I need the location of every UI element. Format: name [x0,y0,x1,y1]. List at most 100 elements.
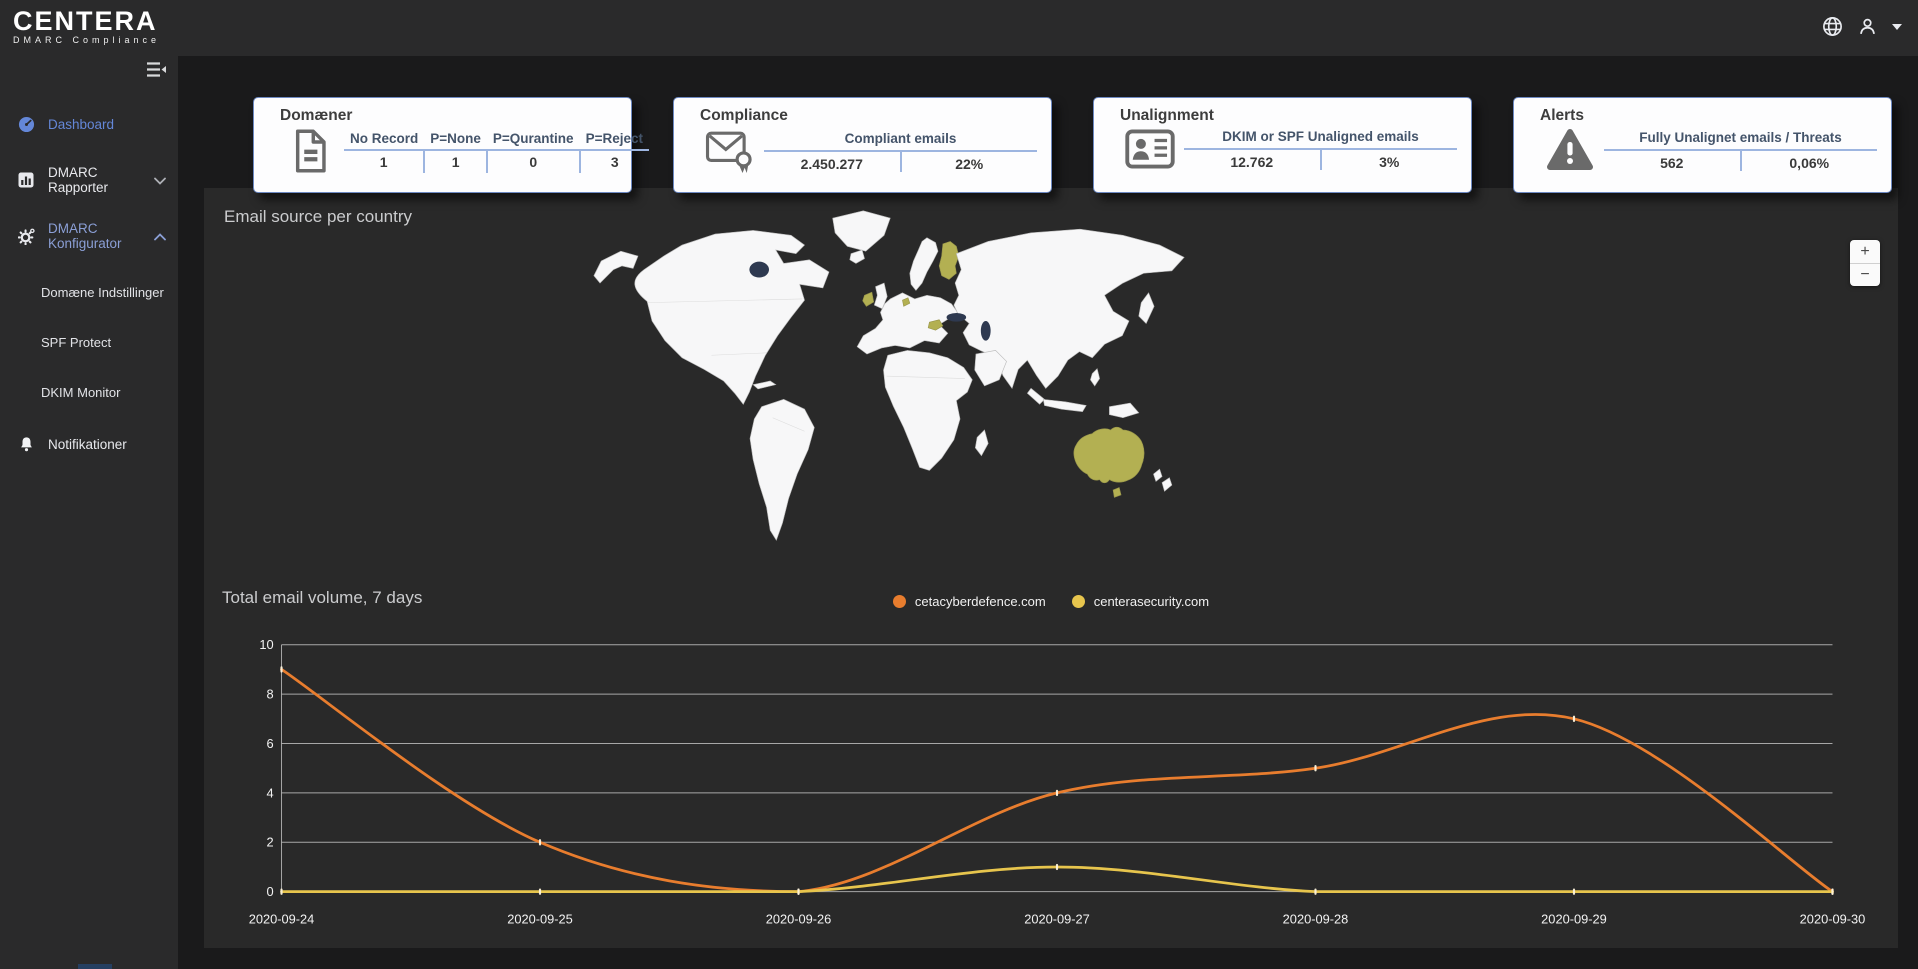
column-header: No Record [344,129,425,151]
sidebar-item-label: Domæne Indstillinger [41,284,164,300]
caspian-sea [980,321,991,341]
chart-title: Total email volume, 7 days [222,588,423,607]
sidebar-item-label: DMARC Rapporter [48,165,109,195]
svg-text:2020-09-30: 2020-09-30 [1800,911,1866,926]
zoom-out-button[interactable]: − [1850,263,1880,286]
legend-label: cetacyberdefence.com [914,594,1046,609]
svg-text:10: 10 [259,637,273,652]
svg-text:6: 6 [266,736,273,751]
user-icon[interactable] [1858,17,1877,36]
document-icon [284,128,336,174]
sidebar-item-domaene-indstillinger[interactable]: Domæne Indstillinger [0,280,178,304]
column-header: P=None [424,129,487,151]
country-indonesia [1042,399,1087,412]
kpi-cards-row: Domæner No Record P=None P=Qurantine P=R… [253,97,1892,193]
map-title: Email source per country [224,207,413,226]
account-menu-caret-icon[interactable] [1892,23,1902,30]
alerts-card: Alerts Fully Unalignet emails / Threats … [1513,97,1892,193]
world-map[interactable] [589,196,1189,566]
topbar-actions [1822,16,1902,37]
country-scandinavia [909,237,939,291]
country-madagascar [975,429,989,457]
svg-text:4: 4 [266,785,273,800]
svg-text:2: 2 [266,835,273,850]
metric-value: 22% [899,151,1038,172]
collapse-sidebar-icon[interactable] [146,61,167,83]
country-australia [1073,426,1145,484]
scrollbar-fragment [78,964,112,969]
country-new-zealand-south [1161,477,1173,492]
country-hungary [927,319,944,331]
country-sumatra [1026,387,1045,405]
sidebar-item-label: DMARC Konfigurator [48,221,122,251]
card-title: Unalignment [1120,107,1214,124]
bell-icon [17,436,35,453]
legend-item[interactable]: centerasecurity.com [1071,594,1210,609]
border-line [711,352,767,356]
unalignment-card: Unalignment DKIM or SPF Unaligned emails… [1093,97,1472,193]
country-cuba [752,380,777,390]
domains-card: Domæner No Record P=None P=Qurantine P=R… [253,97,649,193]
border-line [886,375,965,379]
warning-icon [1544,128,1596,172]
metric-value: 0,06% [1739,150,1878,171]
metric-value: 3% [1319,149,1458,170]
legend-dot-yellow [1071,595,1085,608]
topbar [0,0,1918,56]
country-philippines [1090,368,1100,387]
line-chart-canvas: 0 2 4 6 8 10 2020-09-24 2020-09-25 2020-09-26 202… [249,637,1866,926]
svg-text:2020-09-25: 2020-09-25 [507,911,573,926]
legend-item[interactable]: cetacyberdefence.com [892,594,1046,609]
brand-tagline: DMARC Compliance [13,35,161,45]
country-finland [938,241,960,280]
country-asia [953,228,1185,390]
border-line [647,298,803,303]
sidebar-item-dmarc-konfigurator[interactable]: DMARC Konfigurator [0,221,178,251]
svg-text:0: 0 [266,884,273,899]
brand-name: CENTERA [13,6,158,36]
email-volume-chart: 0 2 4 6 8 10 2020-09-24 2020-09-25 2020-09-26 202… [242,628,1872,940]
country-tasmania [1112,487,1122,498]
brand-logo: CENTERA DMARC Compliance [13,7,160,45]
sidebar-item-dmarc-rapporter[interactable]: DMARC Rapporter [0,165,178,195]
country-alaska [593,250,639,284]
chart-legend: cetacyberdefence.com centerasecurity.com [204,594,1898,609]
zoom-in-button[interactable]: + [1860,242,1870,260]
card-title: Alerts [1540,107,1584,124]
country-south-america [749,399,815,541]
sidebar-item-dkim-monitor[interactable]: DKIM Monitor [0,380,178,404]
chevron-down-icon [154,173,166,188]
country-africa [883,350,973,471]
sidebar-item-notifikationer[interactable]: Notifikationer [0,432,178,456]
legend-label: centerasecurity.com [1093,594,1210,609]
legend-dot-orange [892,595,906,608]
metric-value: 0 [485,149,580,173]
country-ireland [862,291,875,307]
card-title: Domæner [280,107,353,124]
metric-header: Compliant emails [764,131,1037,152]
bar-chart-icon [17,172,35,188]
country-north-america [634,230,830,405]
svg-text:2020-09-28: 2020-09-28 [1283,911,1349,926]
main-panel: Email source per country [204,188,1898,948]
country-greenland [832,210,891,252]
column-header: P=Reject [579,129,649,151]
sidebar-item-spf-protect[interactable]: SPF Protect [0,330,178,354]
sidebar-item-label: Notifikationer [48,436,127,452]
certified-mail-icon [704,128,756,174]
map-zoom-control: + − [1850,240,1880,286]
column-header: P=Qurantine [486,129,580,151]
sidebar-item-label: SPF Protect [41,334,112,350]
sidebar-item-dashboard[interactable]: Dashboard [0,112,178,136]
metric-value: 1 [379,153,388,170]
sidebar-item-label: DKIM Monitor [41,384,121,400]
sidebar-item-label: Dashboard [48,116,115,132]
svg-text:2020-09-26: 2020-09-26 [766,911,832,926]
metric-header: DKIM or SPF Unaligned emails [1184,129,1457,150]
chevron-up-icon [154,229,166,244]
language-globe-icon[interactable] [1822,16,1843,37]
country-iceland [849,249,865,264]
metric-value: 12.762 [1230,153,1274,170]
metric-header: Fully Unalignet emails / Threats [1604,130,1877,151]
metric-value: 2.450.277 [800,155,863,172]
